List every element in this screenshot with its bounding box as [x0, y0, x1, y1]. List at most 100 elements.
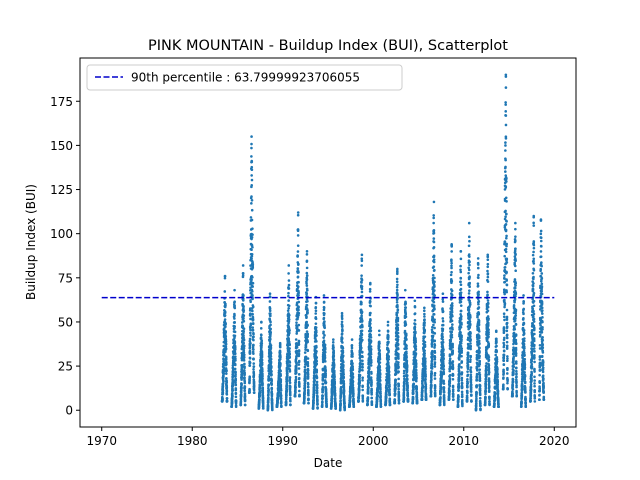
data-point	[340, 314, 344, 317]
data-point	[370, 403, 374, 407]
data-point	[298, 393, 301, 397]
data-point	[269, 320, 272, 324]
data-point	[424, 367, 427, 371]
data-point-peak	[322, 294, 326, 297]
data-point	[287, 291, 290, 295]
data-point	[396, 323, 400, 327]
data-point	[250, 142, 253, 146]
data-point	[433, 371, 437, 375]
data-point	[252, 338, 255, 342]
data-point	[248, 379, 251, 382]
data-point	[459, 325, 463, 329]
data-point	[441, 317, 445, 320]
data-point	[388, 388, 391, 391]
data-point	[251, 245, 254, 249]
data-point	[459, 280, 462, 284]
data-point	[361, 368, 364, 372]
data-point	[250, 174, 253, 177]
data-point	[242, 338, 246, 342]
data-point	[360, 285, 364, 288]
data-point	[288, 393, 292, 397]
data-point	[396, 335, 400, 339]
data-point	[269, 355, 273, 358]
data-point	[378, 376, 382, 379]
data-point	[314, 302, 318, 305]
data-point	[239, 391, 243, 394]
data-point	[432, 265, 436, 268]
data-point	[460, 390, 464, 394]
data-point	[243, 376, 246, 379]
data-point	[250, 155, 253, 158]
data-point	[250, 168, 254, 171]
data-point	[231, 392, 234, 395]
data-point	[224, 339, 228, 343]
data-point	[442, 382, 446, 385]
data-point	[450, 319, 454, 323]
data-point	[388, 403, 392, 406]
data-point	[459, 300, 463, 304]
data-point	[296, 267, 300, 271]
data-point	[315, 356, 319, 359]
data-point	[459, 309, 463, 313]
data-point	[297, 323, 301, 327]
data-point	[231, 380, 235, 384]
data-point	[296, 244, 300, 247]
data-point	[460, 354, 463, 358]
data-point	[295, 368, 298, 371]
data-point	[325, 399, 328, 403]
data-point	[331, 341, 335, 344]
data-point	[351, 355, 354, 358]
data-point	[234, 355, 237, 358]
data-point	[223, 314, 227, 317]
data-point	[433, 289, 436, 292]
data-point	[447, 397, 451, 400]
data-point	[269, 351, 273, 355]
data-point	[378, 373, 382, 376]
data-point	[369, 336, 373, 339]
data-point	[224, 304, 227, 307]
data-point	[249, 317, 252, 321]
data-point	[306, 369, 310, 372]
data-point	[370, 388, 373, 392]
data-point	[332, 358, 336, 361]
data-point	[423, 343, 427, 347]
data-point	[448, 357, 452, 361]
data-point	[258, 394, 262, 398]
data-point	[241, 271, 245, 275]
data-point	[396, 308, 400, 311]
data-point	[306, 372, 310, 376]
data-point	[439, 386, 443, 389]
data-point	[260, 342, 264, 345]
data-point	[367, 378, 371, 382]
data-point	[360, 314, 363, 318]
data-point	[269, 338, 272, 341]
data-point	[223, 276, 227, 280]
data-point	[323, 360, 327, 363]
data-point	[250, 178, 254, 182]
data-point	[234, 388, 238, 392]
data-point	[366, 390, 370, 394]
data-point	[294, 391, 297, 394]
data-point	[351, 380, 355, 383]
data-point	[370, 381, 373, 384]
data-point	[361, 338, 364, 342]
data-point	[315, 387, 319, 390]
data-point	[314, 317, 318, 321]
data-point-peak	[250, 135, 253, 138]
data-point-peak	[233, 288, 236, 292]
data-point	[451, 365, 455, 369]
data-point	[460, 339, 463, 343]
data-point	[405, 359, 409, 363]
data-point	[387, 340, 390, 344]
data-point	[296, 234, 300, 237]
data-point	[459, 264, 462, 268]
data-point	[234, 383, 238, 387]
data-point	[306, 311, 309, 314]
data-point	[234, 392, 238, 396]
data-point	[258, 398, 261, 401]
data-point	[341, 347, 345, 350]
data-point	[388, 392, 391, 396]
data-point	[451, 393, 455, 397]
data-point	[351, 361, 354, 365]
data-point	[369, 311, 372, 315]
